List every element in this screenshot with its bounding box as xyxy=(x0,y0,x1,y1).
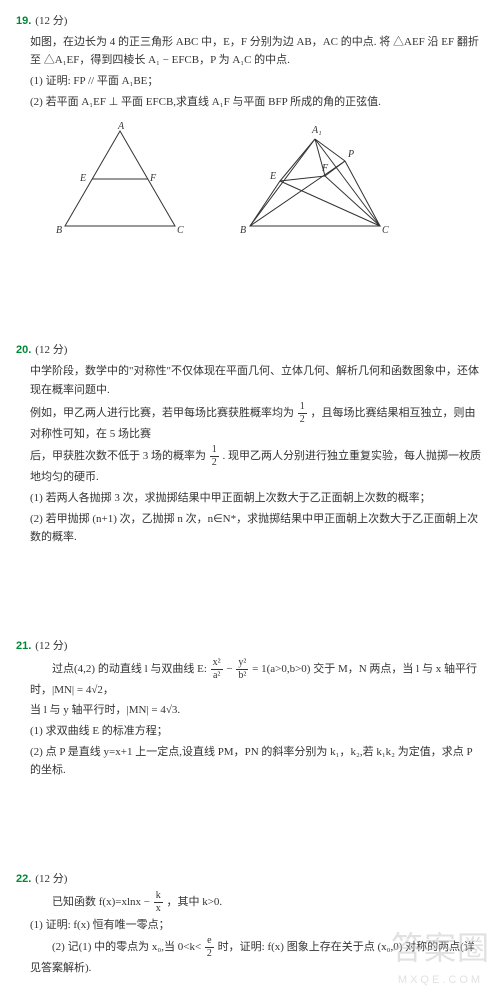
problem-20-q2: (2) 若甲抛掷 (n+1) 次，乙抛掷 n 次，n∈N*，求抛掷结果中甲正面朝… xyxy=(30,510,484,547)
p21-text-a: 过点(4,2) 的动直线 l 与双曲线 E: xyxy=(30,660,207,679)
problem-20-q1: (1) 若两人各抛掷 3 次，求抛掷结果中甲正面朝上次数大于乙正面朝上次数的概率… xyxy=(30,489,484,508)
problem-21-line1: 过点(4,2) 的动直线 l 与双曲线 E: x²a² − y²b² = 1(a… xyxy=(30,658,484,700)
fraction-e2: e2 xyxy=(205,936,214,959)
problem-19-body: 如图，在边长为 4 的正三角形 ABC 中，E，F 分别为边 AB，AC 的中点… xyxy=(30,33,484,242)
fraction-y2b2: y²b² xyxy=(236,658,248,681)
problem-22-points: (12 分) xyxy=(35,870,67,889)
p20-text-c: 后，甲获胜次数不低于 3 场的概率为 xyxy=(30,450,206,462)
problem-22-header: 22. (12 分) xyxy=(16,870,484,889)
problem-21-header: 21. (12 分) xyxy=(16,637,484,656)
figure-triangle-icon: A B C E F xyxy=(50,121,190,241)
problem-22-body: 已知函数 f(x)=xlnx − kx ，其中 k>0. (1) 证明: f(x… xyxy=(30,891,484,978)
problem-21-points: (12 分) xyxy=(35,637,67,656)
label-A1: A₁ xyxy=(311,125,322,136)
problem-21: 21. (12 分) 过点(4,2) 的动直线 l 与双曲线 E: x²a² −… xyxy=(16,637,484,780)
problem-22: 22. (12 分) 已知函数 f(x)=xlnx − kx ，其中 k>0. … xyxy=(16,870,484,978)
problem-20-line2: 例如，甲乙两人进行比赛，若甲每场比赛获胜概率均为 12 ，且每场比赛结果相互独立… xyxy=(30,402,484,444)
fraction-half-1: 12 xyxy=(298,402,307,425)
p22-text-b: ，其中 k>0. xyxy=(166,896,222,908)
problem-19-points: (12 分) xyxy=(35,12,67,31)
fraction-kx: kx xyxy=(154,891,163,914)
problem-22-number: 22. xyxy=(16,870,31,889)
problem-21-q1: (1) 求双曲线 E 的标准方程； xyxy=(30,722,484,741)
problem-21-number: 21. xyxy=(16,637,31,656)
problem-22-q2: (2) 记(1) 中的零点为 x₀,当 0<k< e2 时，证明: f(x) 图… xyxy=(30,936,484,978)
problem-19-figures: A B C E F xyxy=(50,121,484,241)
label-F2: F xyxy=(321,163,329,174)
label-C: C xyxy=(177,225,184,236)
problem-19-q2: (2) 若平面 A₁EF ⊥ 平面 EFCB,求直线 A₁F 与平面 BFP 所… xyxy=(30,93,484,112)
fraction-half-2: 12 xyxy=(210,445,219,468)
label-E: E xyxy=(79,173,86,184)
problem-20-line3: 后，甲获胜次数不低于 3 场的概率为 12 . 现甲乙两人分别进行独立重复实验，… xyxy=(30,445,484,487)
problem-19-q1: (1) 证明: FP // 平面 A₁BE； xyxy=(30,72,484,91)
problem-19-stem: 如图，在边长为 4 的正三角形 ABC 中，E，F 分别为边 AB，AC 的中点… xyxy=(30,33,484,70)
problem-22-line1: 已知函数 f(x)=xlnx − kx ，其中 k>0. xyxy=(30,891,484,914)
problem-19-header: 19. (12 分) xyxy=(16,12,484,31)
problem-19-number: 19. xyxy=(16,12,31,31)
problem-20-points: (12 分) xyxy=(35,341,67,360)
problem-20-line1: 中学阶段，数学中的"对称性"不仅体现在平面几何、立体几何、解析几何和函数图象中，… xyxy=(30,362,484,399)
label-A: A xyxy=(117,121,125,132)
label-E2: E xyxy=(269,171,276,182)
label-P: P xyxy=(347,149,354,160)
label-F: F xyxy=(149,173,157,184)
figure-folded-icon: A₁ B C E F P xyxy=(230,121,390,241)
problem-22-q1: (1) 证明: f(x) 恒有唯一零点； xyxy=(30,916,484,935)
fraction-x2a2: x²a² xyxy=(211,658,223,681)
problem-20-body: 中学阶段，数学中的"对称性"不仅体现在平面几何、立体几何、解析几何和函数图象中，… xyxy=(30,362,484,547)
problem-20-header: 20. (12 分) xyxy=(16,341,484,360)
label-B: B xyxy=(56,225,62,236)
problem-20: 20. (12 分) 中学阶段，数学中的"对称性"不仅体现在平面几何、立体几何、… xyxy=(16,341,484,547)
problem-21-body: 过点(4,2) 的动直线 l 与双曲线 E: x²a² − y²b² = 1(a… xyxy=(30,658,484,780)
p22-text-c: (2) 记(1) 中的零点为 x₀,当 0<k< xyxy=(30,938,201,957)
p20-text-a: 例如，甲乙两人进行比赛，若甲每场比赛获胜概率均为 xyxy=(30,407,294,419)
p22-text-a: 已知函数 f(x)=xlnx − xyxy=(30,893,150,912)
problem-19: 19. (12 分) 如图，在边长为 4 的正三角形 ABC 中，E，F 分别为… xyxy=(16,12,484,241)
problem-20-number: 20. xyxy=(16,341,31,360)
label-C2: C xyxy=(382,225,389,236)
problem-21-q2: (2) 点 P 是直线 y=x+1 上一定点,设直线 PM，PN 的斜率分别为 … xyxy=(30,743,484,780)
label-B2: B xyxy=(240,225,246,236)
problem-21-line2: 当 l 与 y 轴平行时，|MN| = 4√3. xyxy=(30,701,484,720)
